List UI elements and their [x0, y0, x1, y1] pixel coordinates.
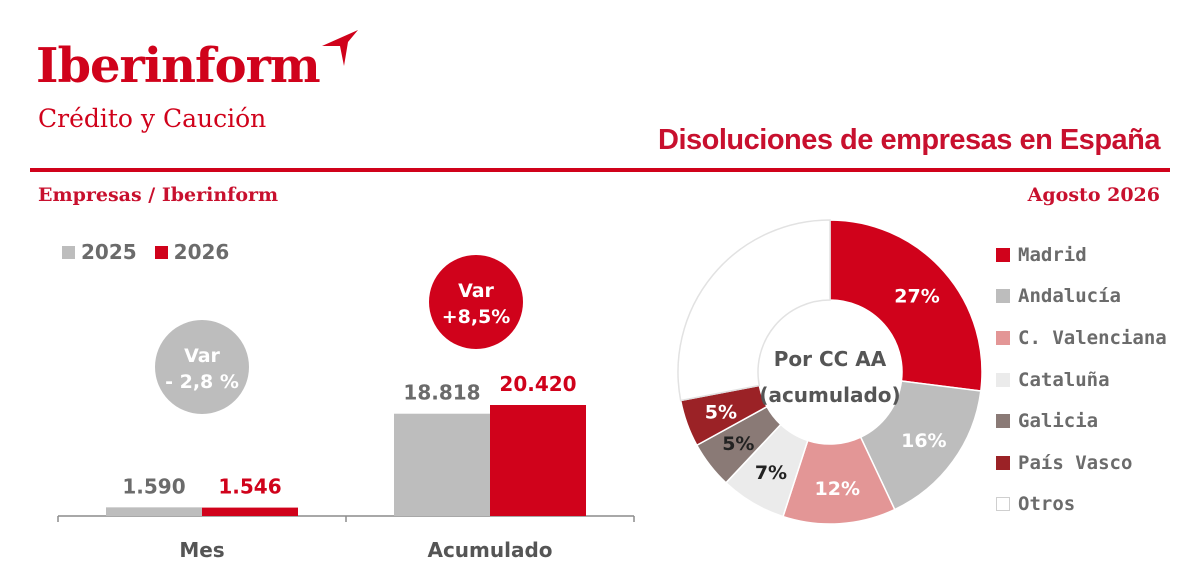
category-label: Acumulado — [427, 538, 552, 562]
donut-legend-label: Otros — [1018, 493, 1076, 516]
bar-mes-2025 — [106, 507, 202, 516]
donut-slice-0 — [829, 219, 983, 392]
variation-bubble — [155, 320, 249, 414]
donut-slice-6 — [677, 219, 831, 402]
variation-text: - 2,8 % — [165, 371, 239, 393]
logo-tagline: Crédito y Caución — [38, 104, 267, 133]
legend-swatch-2026 — [154, 245, 168, 259]
donut-chart: 27%16%12%7%5%5%Por CC AA(acumulado) — [677, 219, 983, 525]
donut-legend-swatch — [996, 414, 1010, 429]
donut-legend-item: Madrid — [996, 234, 1167, 276]
donut-legend-swatch — [996, 497, 1010, 512]
donut-legend-label: Galicia — [1018, 410, 1099, 433]
legend-label-2026: 2026 — [173, 240, 230, 264]
donut-slice-label: 5% — [705, 401, 737, 423]
donut-legend-label: Andalucía — [1018, 285, 1121, 308]
donut-slice-label: 12% — [815, 478, 860, 500]
variation-text: +8,5% — [442, 306, 511, 328]
donut-legend-item: Andalucía — [996, 276, 1167, 318]
donut-legend-item: Otros — [996, 484, 1167, 526]
donut-slice-label: 5% — [722, 433, 754, 455]
variation-text: Var — [458, 280, 494, 302]
donut-legend-label: Madrid — [1018, 243, 1087, 266]
donut-legend-item: Galicia — [996, 400, 1167, 442]
legend-swatch-2025 — [62, 245, 75, 259]
category-label: Mes — [179, 538, 224, 562]
legend-label-2025: 2025 — [81, 240, 137, 264]
donut-legend-item: C. Valenciana — [996, 317, 1167, 359]
bar-value-label: 1.590 — [122, 474, 185, 498]
bar-chart: 1.590 1.546 Mes 18.818 20.420 Acumulado Var - 2… — [57, 255, 635, 562]
donut-legend-swatch — [996, 372, 1010, 387]
source-label: Empresas / Iberinform — [38, 184, 279, 206]
bar-legend: 2025 2026 — [62, 240, 229, 264]
donut-legend: Madrid Andalucía C. Valenciana Cataluña Gali… — [996, 234, 1167, 525]
bar-value-label: 18.818 — [403, 381, 480, 405]
donut-legend-label: País Vasco — [1018, 451, 1133, 474]
donut-legend-swatch — [996, 289, 1010, 304]
bar-value-label: 20.420 — [499, 372, 576, 396]
date-label: Agosto 2026 — [1027, 184, 1160, 206]
page-title: Disoluciones de empresas en España — [658, 124, 1160, 156]
donut-slice-label: 7% — [755, 462, 787, 484]
donut-legend-item: Cataluña — [996, 359, 1167, 401]
bar-value-label: 1.546 — [218, 475, 281, 499]
logo-wordmark: Iberinform — [36, 38, 321, 94]
variation-text: Var — [184, 345, 220, 367]
bar-acumulado-2025 — [394, 413, 490, 516]
donut-legend-swatch — [996, 455, 1010, 470]
donut-legend-swatch — [996, 330, 1010, 345]
donut-center-label: (acumulado) — [759, 383, 900, 407]
bar-acumulado-2026 — [490, 405, 586, 516]
donut-slice-label: 27% — [894, 285, 939, 307]
title-divider — [30, 168, 1170, 172]
donut-slice-label: 16% — [901, 430, 946, 452]
variation-bubble — [429, 255, 523, 349]
donut-center-label: Por CC AA — [774, 347, 887, 371]
plane-icon — [322, 30, 358, 66]
donut-legend-label: Cataluña — [1018, 368, 1110, 391]
donut-legend-item: País Vasco — [996, 442, 1167, 484]
bar-mes-2026 — [202, 507, 298, 516]
legend-item-2025: 2025 — [62, 240, 137, 264]
legend-item-2026: 2026 — [154, 240, 230, 264]
donut-legend-swatch — [996, 247, 1010, 262]
donut-legend-label: C. Valenciana — [1018, 326, 1167, 349]
